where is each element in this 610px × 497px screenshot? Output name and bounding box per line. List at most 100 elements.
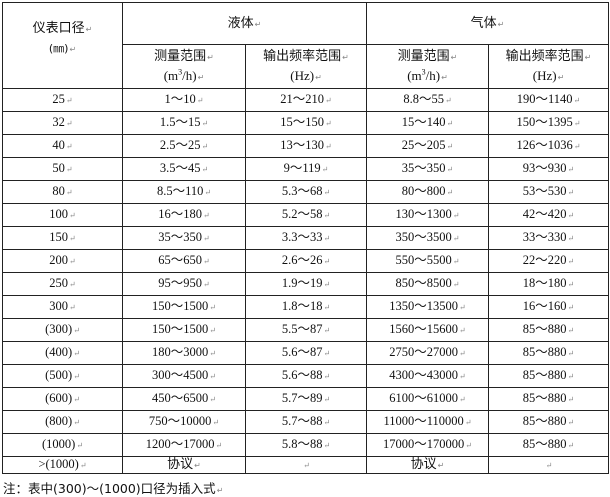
range-unit: (m3/h) <box>123 68 245 85</box>
liquid-freq-cell-text: 9～119 <box>284 161 329 175</box>
liquid-freq-cell-text: 5.8～88 <box>282 437 330 451</box>
gas-freq-cell: 85～880 <box>488 341 609 365</box>
gas-range-cell: 2750～27000 <box>366 341 489 365</box>
gas-range-cell: 协议 <box>366 456 489 474</box>
liquid-range-cell: 协议 <box>122 456 246 474</box>
liquid-range-cell-text: 2.5～25 <box>160 138 208 152</box>
table-row: 200 65～650 2.6～26 550～5500 22～220 <box>2 249 609 273</box>
gas-range-header: 测量范围 (m3/h) <box>366 44 489 89</box>
liquid-range-cell-text: 1200～17000 <box>146 437 222 451</box>
liquid-range-cell-text: 1.5～15 <box>160 115 208 129</box>
liquid-range-cell: 300～4500 <box>122 364 246 388</box>
liquid-range-cell: 16～180 <box>122 203 246 227</box>
diameter-cell-text: 300 <box>49 299 75 313</box>
diameter-cell: (400) <box>2 341 123 365</box>
liquid-freq-cell-text: 1.9～19 <box>282 276 330 290</box>
liquid-range-cell-text: 750～10000 <box>149 414 219 428</box>
liquid-range-cell: 3.5～45 <box>122 157 246 181</box>
gas-range-cell: 25～205 <box>366 134 489 158</box>
gas-range-cell: 35～350 <box>366 157 489 181</box>
liquid-freq-cell-text: 1.8～18 <box>282 299 330 313</box>
gas-freq-cell-text: 85～880 <box>523 322 574 336</box>
table-row: 32 1.5～15 15～150 15～140 150～1395 <box>2 111 609 135</box>
gas-range-cell: 350～3500 <box>366 226 489 250</box>
liquid-freq-cell: 1.8～18 <box>245 295 367 319</box>
gas-range-cell: 550～5500 <box>366 249 489 273</box>
liquid-range-cell: 1.5～15 <box>122 111 246 135</box>
flow-range-table: 仪表口径 (㎜) 液体 气体 测量范围 (m3/h) 输出频率范围 (Hz) 测量范… <box>2 2 609 474</box>
table-row: (1000) 1200～17000 5.8～88 17000～170000 85～880 <box>2 433 609 457</box>
gas-range-cell-text: 1560～15600 <box>389 322 465 336</box>
gas-freq-cell: 126～1036 <box>488 134 609 158</box>
liquid-freq-cell: 5.6～88 <box>245 364 367 388</box>
diameter-cell-text: 40 <box>52 138 72 152</box>
liquid-freq-cell: 5.3～68 <box>245 180 367 204</box>
gas-freq-cell-text: 93～930 <box>523 161 574 175</box>
liquid-range-cell: 1200～17000 <box>122 433 246 457</box>
diameter-cell-text: 100 <box>49 207 75 221</box>
table-row: 300 150～1500 1.8～18 1350～13500 16～160 <box>2 295 609 319</box>
gas-freq-cell-text: 85～880 <box>523 345 574 359</box>
diameter-cell: 80 <box>2 180 123 204</box>
gas-range-cell-text: 6100～61000 <box>389 391 465 405</box>
diameter-cell-text: (400) <box>45 345 80 359</box>
diameter-cell: 32 <box>2 111 123 135</box>
gas-freq-cell-text: 126～1036 <box>517 138 581 152</box>
gas-freq-cell-text <box>545 457 553 471</box>
liquid-freq-cell: 5.6～87 <box>245 341 367 365</box>
gas-range-cell: 130～1300 <box>366 203 489 227</box>
liquid-range-cell-text: 180～3000 <box>152 345 216 359</box>
liquid-freq-cell: 21～210 <box>245 88 367 112</box>
liquid-range-cell-text: 35～350 <box>158 230 209 244</box>
diameter-cell: 150 <box>2 226 123 250</box>
diameter-cell: 50 <box>2 157 123 181</box>
liquid-freq-cell-text: 21～210 <box>280 92 331 106</box>
liquid-range-cell: 8.5～110 <box>122 180 246 204</box>
gas-freq-cell: 16～160 <box>488 295 609 319</box>
gas-range-cell: 11000～110000 <box>366 410 489 434</box>
gas-range-cell-text: 850～8500 <box>396 276 460 290</box>
freq-label: 输出频率范围 <box>246 49 366 65</box>
liquid-freq-cell-text: 15～150 <box>280 115 331 129</box>
gas-range-cell: 1350～13500 <box>366 295 489 319</box>
gas-freq-cell: 85～880 <box>488 433 609 457</box>
table-row: (800) 750～10000 5.7～88 11000～110000 85～880 <box>2 410 609 434</box>
diameter-cell-text: (500) <box>45 368 80 382</box>
gas-freq-cell-text: 18～180 <box>523 276 574 290</box>
gas-freq-cell: 85～880 <box>488 364 609 388</box>
gas-range-cell: 80～800 <box>366 180 489 204</box>
gas-freq-header: 输出频率范围 (Hz) <box>488 44 609 89</box>
diameter-cell-text: 250 <box>49 276 75 290</box>
diameter-label: 仪表口径 <box>3 21 122 37</box>
gas-range-cell-text: 550～5500 <box>396 253 460 267</box>
diameter-cell: 40 <box>2 134 123 158</box>
liquid-freq-cell: 5.7～89 <box>245 387 367 411</box>
freq-unit: (Hz) <box>489 68 608 85</box>
header-row-2: 测量范围 (m3/h) 输出频率范围 (Hz) 测量范围 (m3/h) 输出频率范围 (… <box>3 44 609 89</box>
gas-freq-cell: 53～530 <box>488 180 609 204</box>
liquid-range-cell: 35～350 <box>122 226 246 250</box>
liquid-freq-cell: 5.8～88 <box>245 433 367 457</box>
table-row: (300) 150～1500 5.5～87 1560～15600 85～880 <box>2 318 609 342</box>
gas-range-cell-text: 协议 <box>411 457 445 472</box>
gas-label: 气体 <box>471 16 505 31</box>
diameter-cell-text: 32 <box>52 115 72 129</box>
liquid-freq-cell: 5.2～58 <box>245 203 367 227</box>
gas-range-cell-text: 25～205 <box>402 138 453 152</box>
gas-freq-cell: 85～880 <box>488 410 609 434</box>
liquid-range-cell: 95～950 <box>122 272 246 296</box>
gas-freq-cell: 85～880 <box>488 318 609 342</box>
table-row: (600) 450～6500 5.7～89 6100～61000 85～880 <box>2 387 609 411</box>
diameter-cell: (300) <box>2 318 123 342</box>
diameter-cell-text: 25 <box>52 92 72 106</box>
liquid-freq-cell-text: 3.3～33 <box>282 230 330 244</box>
diameter-unit: (㎜) <box>3 41 122 57</box>
liquid-freq-cell-text: 5.3～68 <box>282 184 330 198</box>
diameter-cell: >(1000) <box>2 456 123 474</box>
range-unit: (m3/h) <box>367 68 488 85</box>
header-row-1: 仪表口径 (㎜) 液体 气体 <box>2 2 609 89</box>
liquid-range-header: 测量范围 (m3/h) <box>122 44 246 89</box>
liquid-freq-cell-text: 13～130 <box>280 138 331 152</box>
gas-range-cell: 6100～61000 <box>366 387 489 411</box>
liquid-range-cell: 150～1500 <box>122 318 246 342</box>
